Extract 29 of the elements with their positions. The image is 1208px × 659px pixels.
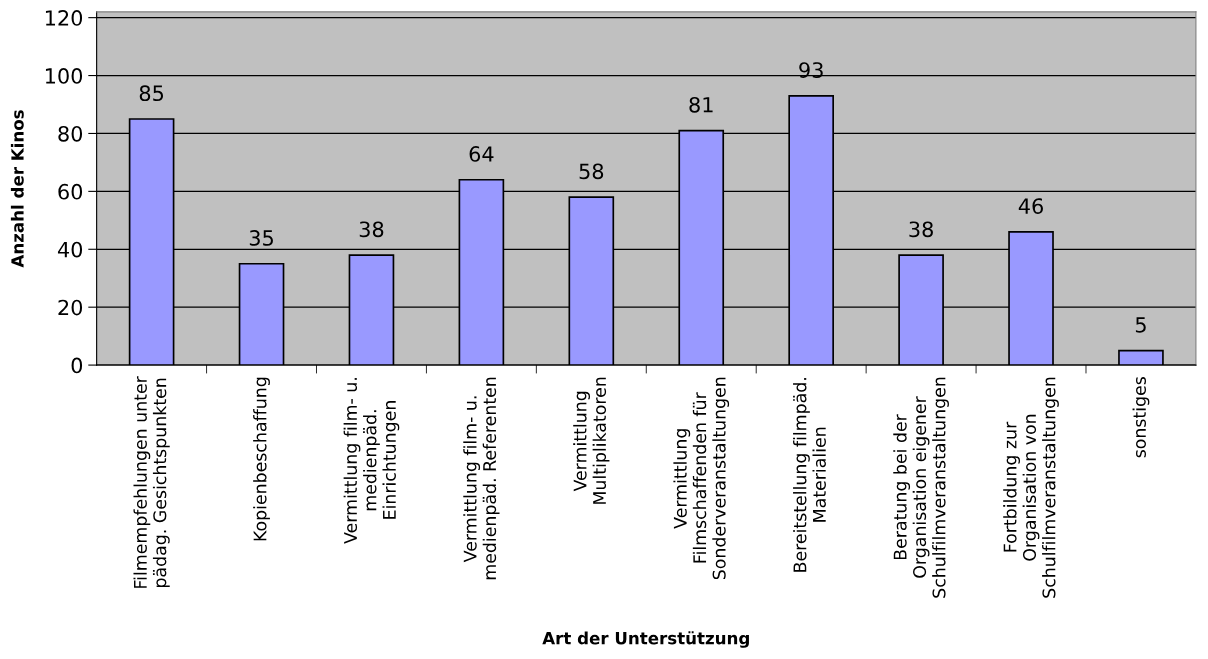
data-label: 93 (799, 62, 823, 78)
x-tick-label: Fortbildung zur Organisation von Schulfilmveranstaltungen (1003, 377, 1059, 598)
y-tick-label: 60 (58, 183, 83, 200)
x-tick-label: Filmempfehlungen unter pädag. Gesichtspunkten (133, 376, 170, 588)
y-tick-label: 80 (58, 125, 83, 142)
y-tick-label: 120 (45, 10, 83, 26)
data-label: 38 (359, 221, 384, 238)
x-tick-label: sonstiges (1132, 377, 1150, 458)
data-label: 5 (1135, 317, 1146, 333)
data-label: 35 (249, 230, 273, 246)
x-tick-label: Beratung bei der Organisation eigener Schulfilmveranstaltungen (893, 377, 949, 598)
data-label: 46 (1018, 198, 1043, 214)
x-axis-title: Art der Unterstützung (542, 631, 749, 648)
x-tick-label: Vermittlung Multiplikatoren (573, 377, 610, 504)
data-label: 81 (689, 96, 713, 113)
y-tick-label: 20 (58, 299, 83, 316)
y-tick-label: 0 (71, 357, 83, 374)
x-tick-label: Kopienbeschaffung (253, 377, 270, 541)
y-axis-title: Anzahl der Kinos (10, 110, 24, 268)
data-label: 38 (909, 221, 933, 238)
data-label: 64 (469, 146, 494, 162)
x-tick-label: Vermittlung Filmschaffenden für Sonderveranstaltungen (673, 377, 730, 580)
data-label: 58 (579, 163, 604, 180)
x-tick-label: Vermittlung film- u. medienpäd. Referenten (463, 377, 500, 580)
y-tick-label: 100 (45, 68, 83, 84)
x-tick-label: Bereitstellung filmpäd. Materialien (793, 378, 826, 572)
x-tick-label: Vermittlung film- u. medienpäd. Einrichtungen (343, 378, 400, 544)
data-label: 85 (139, 85, 164, 102)
y-tick-label: 40 (57, 241, 83, 258)
